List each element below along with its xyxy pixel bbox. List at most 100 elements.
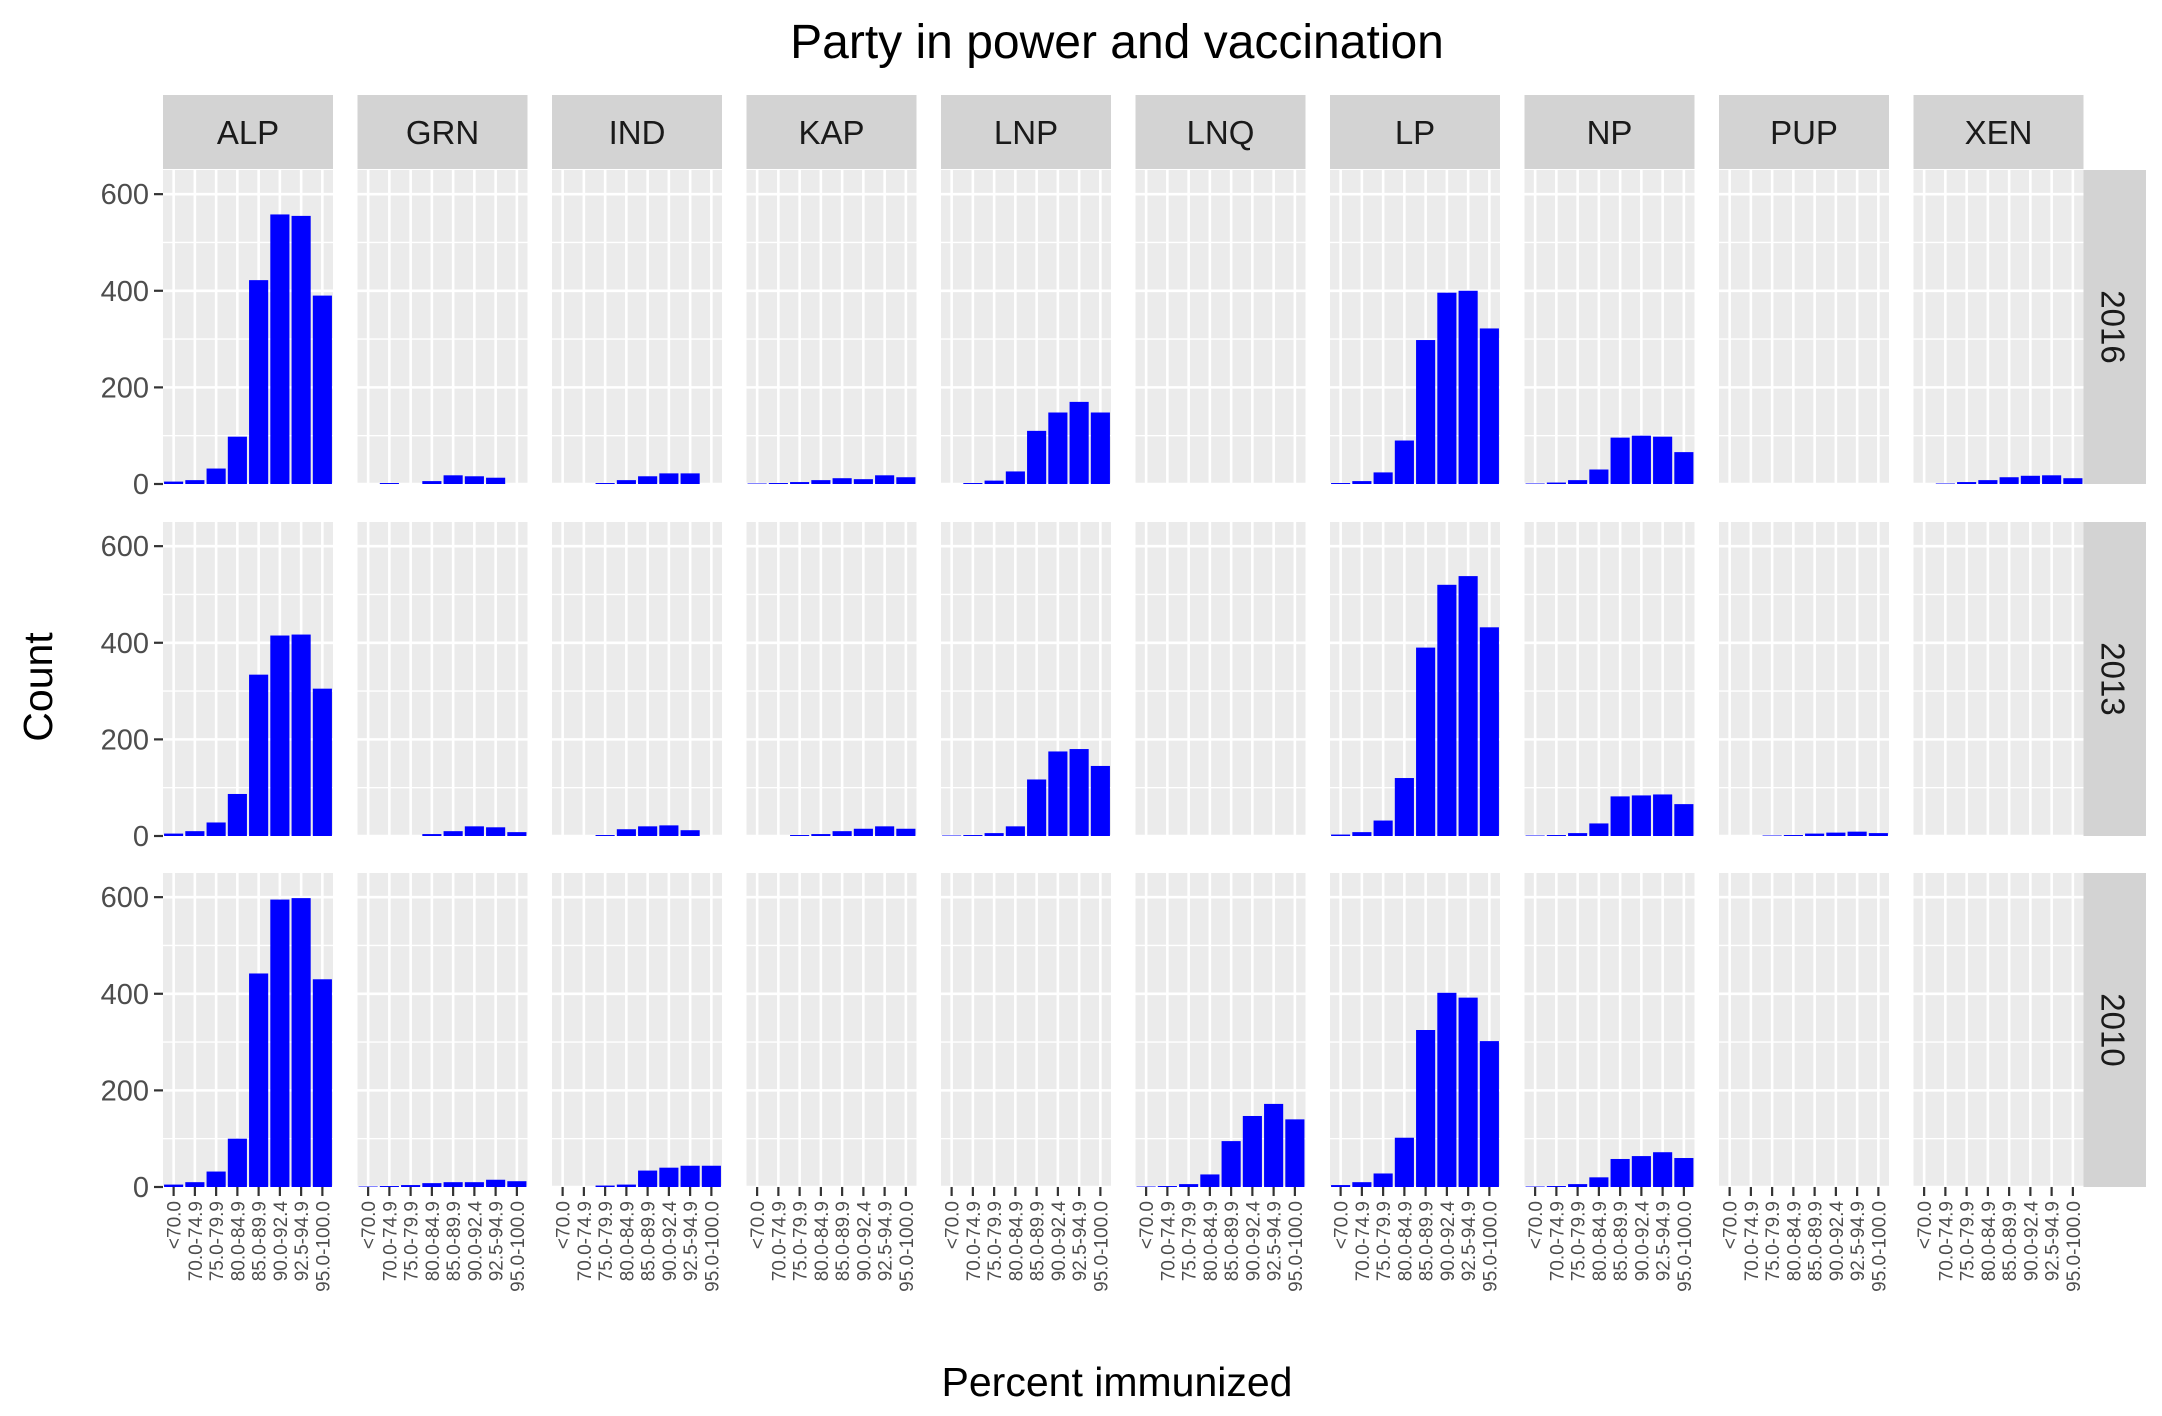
bar bbox=[249, 973, 269, 1187]
bar bbox=[875, 826, 895, 836]
x-tick-label: 70.0-74.9 bbox=[186, 1201, 207, 1281]
y-tick-label: 0 bbox=[133, 821, 149, 853]
panel-2016-grn bbox=[357, 170, 528, 486]
bar bbox=[1957, 482, 1977, 484]
panel-background bbox=[1135, 170, 1306, 484]
bar bbox=[984, 480, 1004, 484]
x-tick-label: 70.0-74.9 bbox=[380, 1201, 401, 1281]
bar bbox=[1568, 480, 1588, 484]
panel-2010-ind bbox=[552, 873, 722, 1189]
bar bbox=[227, 436, 247, 484]
y-axis-title: Count bbox=[15, 632, 61, 742]
panel-2013-alp bbox=[163, 522, 333, 838]
x-tick-label: 75.0-79.9 bbox=[1374, 1201, 1395, 1281]
panel-background bbox=[552, 522, 722, 836]
panel-2016-ind bbox=[552, 170, 722, 486]
bar bbox=[638, 826, 658, 836]
x-tick-label: 85.0-89.9 bbox=[1417, 1201, 1438, 1281]
x-tick-label: <70.0 bbox=[554, 1201, 575, 1249]
bar bbox=[270, 214, 290, 485]
strip-col-xen bbox=[1913, 95, 2084, 169]
strip-label-grn: GRN bbox=[406, 114, 479, 151]
panel-2010-lnq bbox=[1135, 873, 1306, 1189]
x-tick-label: 95.0-100.0 bbox=[2064, 1201, 2085, 1292]
bar bbox=[1394, 778, 1414, 836]
strip-label-xen: XEN bbox=[1965, 114, 2033, 151]
strip-label-2016: 2016 bbox=[2095, 290, 2132, 363]
strip-col-grn bbox=[357, 95, 528, 169]
x-tick-label: 95.0-100.0 bbox=[1869, 1201, 1890, 1292]
bar bbox=[1179, 1184, 1199, 1187]
x-tick-label: 80.0-84.9 bbox=[1395, 1201, 1416, 1281]
bar bbox=[984, 833, 1004, 836]
bar bbox=[896, 477, 916, 484]
bar bbox=[1285, 1119, 1305, 1187]
panel-2010-grn bbox=[357, 873, 528, 1189]
bar bbox=[811, 834, 831, 836]
bar bbox=[1331, 1185, 1351, 1187]
bar bbox=[1200, 1174, 1220, 1187]
x-tick-label: 95.0-100.0 bbox=[1480, 1201, 1501, 1292]
bar bbox=[1373, 472, 1393, 484]
panel-background bbox=[1913, 873, 2084, 1187]
x-tick-label: 90.0-92.4 bbox=[854, 1201, 875, 1282]
x-tick-label: <70.0 bbox=[1137, 1201, 1158, 1249]
x-tick-label: 85.0-89.9 bbox=[1611, 1201, 1632, 1281]
x-tick-label: 70.0-74.9 bbox=[964, 1201, 985, 1281]
y-tick-label: 600 bbox=[101, 531, 149, 563]
x-tick-label: <70.0 bbox=[165, 1201, 186, 1249]
bar bbox=[1546, 1186, 1566, 1187]
panel-background bbox=[552, 170, 722, 484]
bar bbox=[312, 979, 332, 1187]
bar bbox=[422, 481, 442, 484]
bar bbox=[1847, 831, 1867, 836]
panel-2016-lnq bbox=[1135, 170, 1306, 486]
x-tick-label: 75.0-79.9 bbox=[596, 1201, 617, 1281]
panel-2013-pup bbox=[1719, 522, 1889, 838]
strip-col-pup bbox=[1719, 95, 1889, 169]
strip-label-lnp: LNP bbox=[994, 114, 1058, 151]
x-tick-label: 80.0-84.9 bbox=[228, 1201, 249, 1281]
strip-row-2013 bbox=[2079, 522, 2146, 836]
x-tick-label: 90.0-92.4 bbox=[465, 1201, 486, 1282]
panel-background bbox=[1719, 170, 1889, 484]
panel-background bbox=[1135, 522, 1306, 836]
bar bbox=[1568, 833, 1588, 836]
x-tick-label: 90.0-92.4 bbox=[1243, 1201, 1264, 1282]
bar bbox=[659, 825, 679, 836]
bar bbox=[249, 280, 269, 484]
strip-col-lp bbox=[1330, 95, 1500, 169]
bar bbox=[832, 831, 852, 836]
strip-label-kap: KAP bbox=[798, 114, 864, 151]
bar bbox=[768, 483, 788, 484]
x-tick-label: 85.0-89.9 bbox=[444, 1201, 465, 1281]
bar bbox=[1589, 1177, 1609, 1187]
x-tick-label: 80.0-84.9 bbox=[1784, 1201, 1805, 1281]
panel-background bbox=[746, 873, 917, 1187]
x-tick-label: 70.0-74.9 bbox=[575, 1201, 596, 1281]
x-tick-label: 75.0-79.9 bbox=[402, 1201, 423, 1281]
panel-2013-ind bbox=[552, 522, 722, 838]
x-tick-label: 85.0-89.9 bbox=[1806, 1201, 1827, 1281]
bar bbox=[2063, 478, 2083, 484]
x-tick-label: 85.0-89.9 bbox=[1222, 1201, 1243, 1281]
bar bbox=[1653, 794, 1673, 836]
strip-col-lnp bbox=[941, 95, 1111, 169]
y-tick-label: 600 bbox=[101, 179, 149, 211]
bar bbox=[443, 475, 463, 484]
bar bbox=[811, 480, 831, 484]
bar bbox=[507, 1181, 527, 1187]
x-tick-label: 80.0-84.9 bbox=[1979, 1201, 2000, 1281]
panel-background bbox=[357, 522, 528, 836]
bar bbox=[616, 1184, 636, 1187]
bar bbox=[1610, 796, 1630, 836]
strip-col-lnq bbox=[1135, 95, 1306, 169]
panel-2013-lnp bbox=[941, 522, 1111, 838]
panel-2016-lnp bbox=[941, 170, 1111, 486]
panel-2010-kap bbox=[746, 873, 917, 1189]
x-tick-label: 75.0-79.9 bbox=[791, 1201, 812, 1281]
x-tick-label: 92.5-94.9 bbox=[1070, 1201, 1091, 1281]
panel-background bbox=[1719, 873, 1889, 1187]
strip-col-ind bbox=[552, 95, 722, 169]
bar bbox=[422, 834, 442, 836]
